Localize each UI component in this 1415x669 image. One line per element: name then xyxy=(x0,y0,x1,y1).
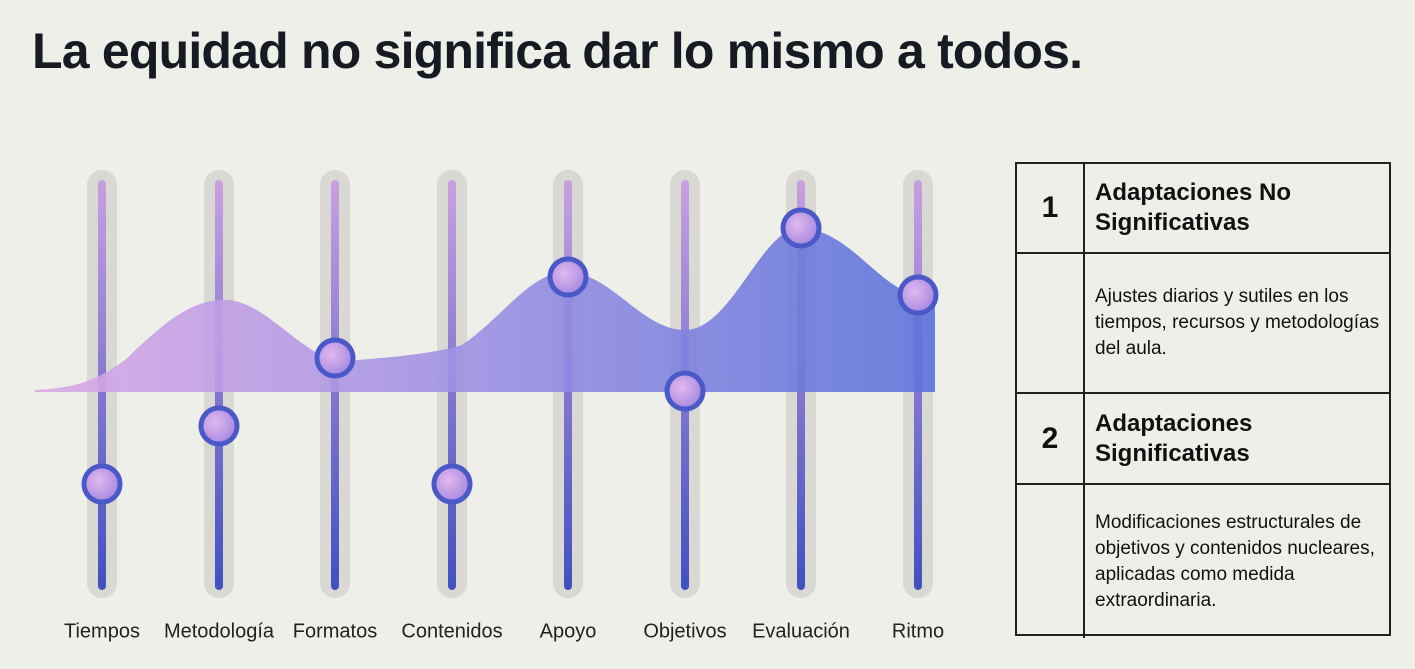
slider-label: Formatos xyxy=(293,620,377,642)
knob xyxy=(314,337,356,379)
description-row: Modificaciones estructurales de objetivo… xyxy=(1017,485,1389,638)
row-description: Modificaciones estructurales de objetivo… xyxy=(1095,511,1375,611)
knob xyxy=(897,274,939,316)
knob xyxy=(780,207,822,249)
slider-label: Tiempos xyxy=(64,620,140,642)
slider-label: Metodología xyxy=(164,620,275,642)
slider-graphic: Tiempos Metodología Formatos Contenidos Apoy… xyxy=(35,170,944,642)
heading-row: 2 Adaptaciones Significativas xyxy=(1017,394,1389,485)
tracks xyxy=(87,170,933,598)
row-heading: Adaptaciones No Significativas xyxy=(1095,179,1292,236)
slider-label: Objetivos xyxy=(643,620,726,642)
knob xyxy=(431,463,473,505)
slider-label: Contenidos xyxy=(401,620,502,642)
slider-label: Evaluación xyxy=(752,620,850,642)
row-number: 1 xyxy=(1017,164,1085,252)
knob xyxy=(664,370,706,412)
row-heading: Adaptaciones Significativas xyxy=(1095,409,1253,467)
number-cell xyxy=(1017,485,1085,638)
description-row: Ajustes diarios y sutiles en los tiempos… xyxy=(1017,254,1389,394)
row-description: Ajustes diarios y sutiles en los tiempos… xyxy=(1095,286,1380,359)
area-wave xyxy=(35,227,935,392)
knob xyxy=(547,256,589,298)
knob xyxy=(198,405,240,447)
knob xyxy=(81,463,123,505)
heading-row: 1 Adaptaciones No Significativas xyxy=(1017,164,1389,254)
number-cell xyxy=(1017,254,1085,392)
slider-label: Apoyo xyxy=(540,620,597,642)
slider-label: Ritmo xyxy=(892,620,944,642)
adaptations-table: 1 Adaptaciones No Significativas Ajustes d… xyxy=(1015,162,1391,638)
knobs xyxy=(81,207,939,505)
title: La equidad no significa dar lo mismo a t… xyxy=(32,23,1083,79)
row-number: 2 xyxy=(1017,394,1085,483)
labels: Tiempos Metodología Formatos Contenidos Apoy… xyxy=(64,620,944,642)
